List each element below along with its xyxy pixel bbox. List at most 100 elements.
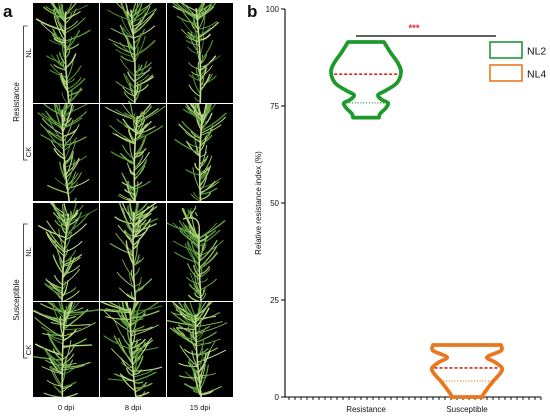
plant-needle xyxy=(178,123,201,144)
plant-needle xyxy=(134,382,153,389)
plant-needle xyxy=(199,364,209,390)
plant-stem xyxy=(132,211,137,301)
plant-needle xyxy=(136,108,159,123)
plant-needle xyxy=(199,73,211,91)
plant-needle xyxy=(63,232,72,251)
plant-needle xyxy=(120,58,136,78)
plant-needle xyxy=(50,54,67,69)
plant-needle xyxy=(135,119,146,128)
plant-needle xyxy=(64,43,80,51)
plant-needle xyxy=(133,180,151,190)
plant-needle xyxy=(177,327,197,331)
plant-needle xyxy=(53,385,63,394)
plant-needle xyxy=(44,283,63,296)
plant-needle xyxy=(33,356,64,361)
plant-needle xyxy=(73,197,77,201)
plant-needle xyxy=(116,3,132,17)
plant-needle xyxy=(40,134,65,147)
plant-needle xyxy=(120,374,135,383)
plant-needle xyxy=(133,148,147,155)
plant-needle xyxy=(66,77,82,90)
plant xyxy=(167,205,226,301)
plant-needle xyxy=(63,308,89,330)
plant-needle xyxy=(63,327,82,331)
plant-needle xyxy=(48,118,64,142)
plant-needle xyxy=(48,130,64,139)
plant-needle xyxy=(127,71,136,83)
plant-drooping-tip xyxy=(182,216,200,234)
plant-needle xyxy=(198,229,221,248)
plant-needle xyxy=(115,81,136,93)
plant-needle xyxy=(46,234,65,257)
plant-needle xyxy=(190,193,201,201)
plant-needle xyxy=(124,135,136,144)
plant-needle xyxy=(114,216,134,225)
plant-needle xyxy=(135,391,150,397)
plant-needle xyxy=(65,151,74,177)
plant-needle xyxy=(189,211,192,219)
plant-needle xyxy=(185,105,203,123)
plant-needle xyxy=(198,222,217,239)
plant-needle xyxy=(43,392,63,397)
plant-needle xyxy=(132,206,155,229)
plant-needle xyxy=(135,123,148,135)
plant-needle xyxy=(64,13,72,25)
y-axis-label: Relative resistance index (%) xyxy=(254,151,263,255)
plant-needle xyxy=(62,256,72,277)
plant xyxy=(35,3,91,103)
violin-nl4 xyxy=(429,343,505,399)
plant-stem xyxy=(195,8,202,103)
violin-group-nl2 xyxy=(329,40,403,120)
plant-needle xyxy=(124,112,138,119)
plant-needle xyxy=(181,208,200,239)
plant-needle xyxy=(121,172,136,193)
plant-needle xyxy=(192,74,201,95)
plant-needle xyxy=(53,64,67,71)
plant-needle xyxy=(66,65,82,83)
plant-needle xyxy=(66,203,77,230)
plant-needle xyxy=(53,208,69,218)
plant-needle xyxy=(199,180,216,195)
plant-needle xyxy=(129,305,163,313)
plant xyxy=(37,104,90,201)
plant-needle xyxy=(177,334,197,341)
plant-needle xyxy=(197,4,204,22)
plant-needle xyxy=(133,381,144,384)
plant-needle xyxy=(127,198,133,201)
plant-needle xyxy=(116,118,137,132)
plant-needle xyxy=(133,151,145,159)
plant-needle xyxy=(185,169,201,176)
plant-needle xyxy=(61,381,77,388)
plant-needle xyxy=(51,302,65,330)
plant-needle xyxy=(65,4,89,15)
plant-needle xyxy=(52,3,66,23)
plant-needle xyxy=(63,137,78,152)
plant-needle xyxy=(132,369,143,376)
plant-needle xyxy=(178,375,200,379)
violin-group-nl4 xyxy=(429,343,505,399)
plant-needle xyxy=(61,353,75,366)
plant-needle xyxy=(100,302,131,312)
plant-needle xyxy=(124,229,134,237)
plant-needle xyxy=(105,316,131,320)
plant-needle xyxy=(125,222,134,233)
plant-needle xyxy=(189,272,201,294)
row-label-resistance-nl: NL xyxy=(24,48,33,58)
plant-needle xyxy=(132,206,149,220)
plant-needle xyxy=(109,124,136,143)
plant-needle xyxy=(121,181,135,189)
legend-label-nl4: NL4 xyxy=(527,69,546,81)
plant-needle xyxy=(179,312,197,324)
plant-needle xyxy=(190,131,201,140)
plant-needle xyxy=(129,197,134,201)
plant-needle xyxy=(122,207,134,235)
plant-needle xyxy=(48,280,63,295)
plant-needle xyxy=(134,35,146,62)
plant-needle xyxy=(133,155,144,169)
plant-needle xyxy=(41,366,63,375)
plant-needle xyxy=(42,333,64,336)
plant-needle xyxy=(52,34,66,42)
y-tick-label: 100 xyxy=(266,5,280,14)
group-susceptible-annotation: Susceptible NL CK xyxy=(12,223,33,359)
plant-needle xyxy=(131,3,153,17)
